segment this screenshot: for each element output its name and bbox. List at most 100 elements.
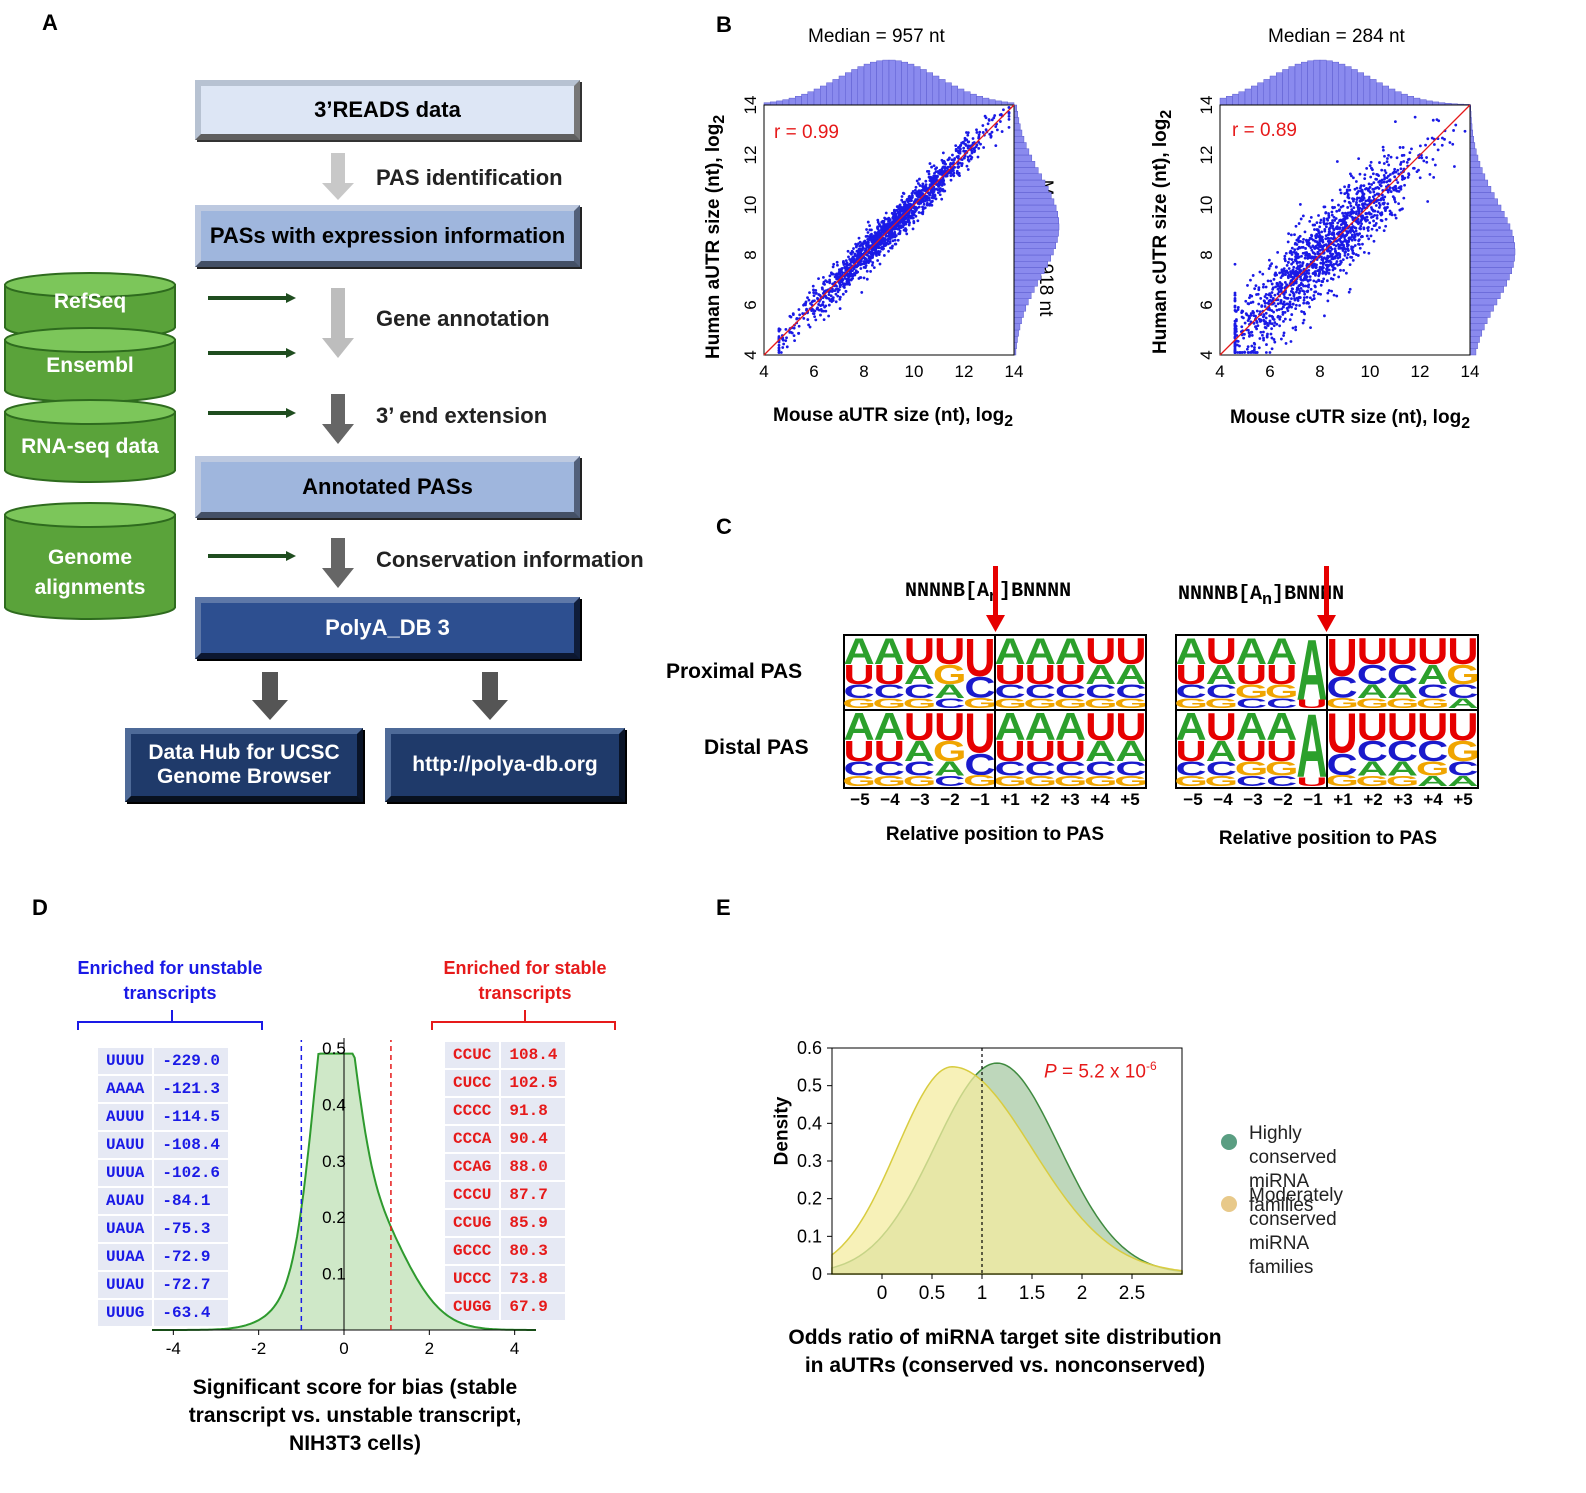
data-point <box>1305 269 1309 273</box>
sequence-logos: AUCGAUCGUACGUGACUCGAUCGAUCGAUCGUACGUACGA… <box>842 566 1480 796</box>
data-point <box>1326 263 1329 267</box>
data-point <box>1351 251 1355 255</box>
histogram-bar-right <box>1013 267 1045 274</box>
logo-letter-G: G <box>1235 757 1269 780</box>
data-point <box>1431 118 1435 122</box>
histogram-bar-top <box>1313 59 1321 106</box>
data-point <box>956 154 960 158</box>
data-point <box>970 151 974 155</box>
data-point <box>807 323 811 327</box>
data-point <box>1276 302 1280 306</box>
histogram-bar-right <box>1013 129 1023 137</box>
data-point <box>1314 244 1318 248</box>
data-point <box>915 194 919 198</box>
data-point <box>1246 319 1250 323</box>
data-point <box>1368 212 1372 216</box>
data-point <box>1312 294 1316 297</box>
data-point <box>1398 185 1402 189</box>
histogram-bar-top <box>795 96 802 106</box>
data-point <box>1369 175 1373 179</box>
logo-letter-G: G <box>903 773 937 789</box>
histogram-bar-top <box>1307 60 1314 106</box>
table-cell: 87.7 <box>501 1182 566 1208</box>
data-point <box>1338 188 1342 192</box>
logo-letter-C: C <box>1357 735 1388 767</box>
data-point <box>1433 163 1437 167</box>
data-point <box>1383 176 1387 180</box>
logo-letter-U: U <box>874 735 905 767</box>
logo-letter-G: G <box>1325 772 1359 789</box>
histogram-bar-top <box>995 100 1002 106</box>
data-point <box>1330 255 1334 259</box>
data-point <box>1263 322 1267 326</box>
data-point <box>881 245 885 249</box>
data-point <box>859 267 863 270</box>
position-tick-label: +2 <box>1363 790 1383 809</box>
histogram-bar-right <box>1013 229 1059 237</box>
data-point <box>905 204 908 208</box>
logo-letter-C: C <box>1055 757 1086 780</box>
data-point <box>1308 275 1312 279</box>
logo-letter-U: U <box>1055 659 1086 690</box>
data-point <box>1291 260 1295 264</box>
data-point <box>870 232 873 236</box>
down-arrow-icon <box>322 538 354 588</box>
data-point <box>957 173 960 177</box>
data-point <box>1296 299 1300 302</box>
data-point <box>847 255 850 259</box>
data-point <box>1358 172 1362 176</box>
data-point <box>1372 190 1376 194</box>
data-point <box>938 172 942 176</box>
data-point <box>1312 245 1316 249</box>
data-point <box>819 313 822 317</box>
data-point <box>1327 227 1331 231</box>
data-point <box>1376 198 1380 202</box>
data-point <box>1432 143 1436 146</box>
histogram-bar-right <box>1013 311 1024 318</box>
table-cell: UUUG <box>98 1300 153 1326</box>
data-point <box>1309 237 1313 241</box>
data-point <box>1348 287 1352 291</box>
data-point <box>1435 118 1439 122</box>
data-point <box>897 206 901 210</box>
xlabel-c-left: Relative position to PAS <box>885 824 1105 845</box>
data-point <box>1265 321 1269 325</box>
data-point <box>1331 277 1335 281</box>
data-point <box>939 180 943 184</box>
data-point <box>1283 295 1286 299</box>
data-point <box>1405 161 1409 164</box>
data-point <box>834 288 838 291</box>
data-point <box>1278 271 1282 275</box>
database-cylinder-icon <box>4 502 176 620</box>
histogram-bar-right <box>1013 173 1042 181</box>
data-point <box>1359 224 1363 228</box>
data-point <box>1269 279 1273 283</box>
data-point <box>1441 136 1444 140</box>
data-point <box>845 282 849 286</box>
data-point <box>834 300 838 304</box>
data-point <box>1236 339 1240 343</box>
data-point <box>1277 308 1281 311</box>
histogram-bar-right <box>1013 279 1038 287</box>
data-point <box>1241 316 1245 320</box>
data-point <box>1344 250 1347 254</box>
data-point <box>1295 286 1299 290</box>
data-point <box>1313 262 1317 266</box>
x-tick-label: 2.5 <box>1119 1283 1145 1304</box>
data-point <box>822 318 826 322</box>
data-point <box>1303 292 1307 296</box>
data-point <box>866 253 869 257</box>
histogram-bar-right <box>1469 336 1480 343</box>
data-point <box>859 243 863 247</box>
data-point <box>816 307 819 311</box>
logo-letter-U: U <box>844 735 875 767</box>
data-point <box>1280 270 1284 274</box>
data-point <box>1398 208 1402 212</box>
data-point <box>1339 268 1342 272</box>
data-point <box>1351 176 1355 180</box>
data-point <box>1289 233 1293 237</box>
logo-letter-G: G <box>842 696 876 711</box>
data-point <box>1306 284 1309 288</box>
table-row: AUUU -114.5 <box>98 1104 229 1130</box>
logo-letter-G: G <box>1416 757 1450 780</box>
